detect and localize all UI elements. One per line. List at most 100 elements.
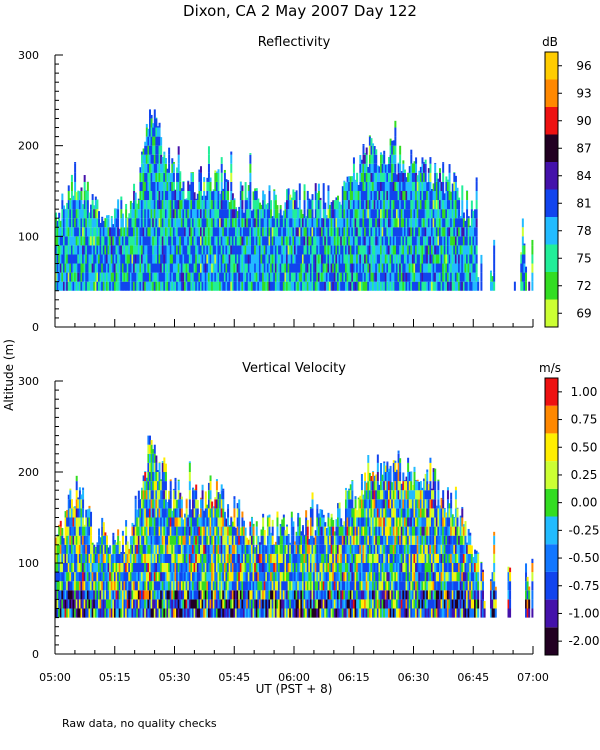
reflectivity-cell — [270, 272, 273, 282]
velocity-cell — [214, 599, 217, 609]
reflectivity-cell — [204, 263, 207, 273]
reflectivity-cell — [434, 254, 437, 264]
velocity-cell — [74, 535, 77, 545]
reflectivity-cell — [67, 254, 70, 264]
reflectivity-cell — [147, 245, 150, 255]
reflectivity-cell — [123, 245, 126, 255]
reflectivity-cell — [295, 236, 298, 246]
reflectivity-cell — [381, 154, 384, 164]
velocity-cell — [203, 590, 206, 600]
reflectivity-cell — [142, 236, 145, 246]
velocity-cell — [215, 499, 218, 509]
velocity-cell — [121, 530, 124, 536]
reflectivity-cell — [188, 254, 191, 264]
reflectivity-cell — [164, 263, 167, 273]
velocity-cell — [187, 526, 190, 536]
reflectivity-cell — [74, 181, 77, 191]
velocity-cell — [147, 435, 150, 445]
velocity-cell — [123, 581, 126, 591]
velocity-cell — [188, 572, 191, 582]
reflectivity-cell — [337, 245, 340, 255]
reflectivity-cell — [466, 245, 469, 255]
reflectivity-cell — [394, 191, 397, 201]
velocity-cell — [204, 553, 207, 563]
velocity-cell — [215, 479, 218, 482]
velocity-cell — [243, 544, 245, 554]
velocity-cell — [104, 532, 107, 536]
velocity-cell — [90, 535, 93, 545]
reflectivity-cell — [238, 209, 241, 219]
reflectivity-cell — [440, 209, 443, 219]
reflectivity-cell — [268, 245, 271, 255]
reflectivity-cell — [386, 272, 389, 282]
reflectivity-cell — [303, 281, 306, 291]
reflectivity-cell — [319, 236, 322, 246]
velocity-cell — [144, 590, 147, 600]
reflectivity-cell — [370, 254, 373, 264]
reflectivity-cell — [214, 200, 217, 210]
reflectivity-cell — [271, 227, 274, 237]
velocity-cell — [104, 553, 107, 563]
velocity-cell — [209, 481, 212, 491]
velocity-cell — [139, 599, 142, 609]
reflectivity-cell — [352, 218, 355, 228]
velocity-cell — [188, 544, 191, 554]
reflectivity-cell — [78, 245, 81, 255]
reflectivity-cell — [174, 191, 177, 201]
velocity-cell — [177, 544, 180, 554]
reflectivity-cell — [180, 272, 183, 282]
reflectivity-cell — [279, 263, 282, 273]
velocity-cell — [82, 487, 85, 491]
reflectivity-cell — [177, 281, 180, 291]
reflectivity-cell — [389, 236, 392, 246]
reflectivity-cell — [179, 281, 182, 291]
velocity-cell — [171, 510, 174, 518]
velocity-cell — [61, 581, 64, 591]
velocity-cell — [141, 608, 144, 618]
reflectivity-cell — [158, 209, 161, 219]
reflectivity-cell — [344, 254, 347, 264]
reflectivity-cell — [93, 227, 96, 237]
velocity-cell — [141, 535, 144, 545]
reflectivity-cell — [469, 227, 472, 237]
reflectivity-cell — [435, 181, 438, 191]
velocity-cell — [220, 517, 223, 527]
velocity-cell — [82, 490, 85, 500]
reflectivity-cell — [437, 281, 440, 291]
reflectivity-cell — [419, 181, 422, 191]
reflectivity-cell — [475, 218, 478, 228]
reflectivity-cell — [239, 245, 242, 255]
reflectivity-cell — [274, 236, 277, 246]
reflectivity-cell — [370, 181, 373, 191]
reflectivity-cell — [139, 167, 142, 173]
reflectivity-cell — [185, 227, 188, 237]
reflectivity-cell — [402, 245, 405, 255]
velocity-cell — [72, 581, 75, 591]
reflectivity-cell — [164, 245, 167, 255]
reflectivity-cell — [187, 218, 190, 228]
reflectivity-cell — [354, 245, 357, 255]
reflectivity-cell — [125, 272, 128, 282]
velocity-cell — [227, 563, 230, 573]
reflectivity-cell — [475, 209, 478, 219]
reflectivity-cell — [64, 263, 67, 273]
reflectivity-cell — [96, 199, 99, 201]
reflectivity-cell — [72, 263, 75, 273]
reflectivity-cell — [263, 200, 266, 210]
reflectivity-cell — [70, 227, 73, 237]
reflectivity-colorbar-label: 96 — [576, 59, 591, 73]
reflectivity-cell — [145, 200, 148, 210]
velocity-cell — [139, 535, 142, 545]
reflectivity-cell — [235, 281, 238, 291]
reflectivity-cell — [150, 136, 153, 146]
reflectivity-cell — [341, 272, 344, 282]
velocity-cell — [233, 517, 236, 527]
reflectivity-cell — [294, 281, 296, 291]
reflectivity-cell — [344, 263, 347, 273]
velocity-cell — [134, 599, 137, 609]
reflectivity-cell — [75, 281, 78, 291]
reflectivity-cell — [125, 254, 128, 264]
reflectivity-cell — [246, 263, 249, 273]
reflectivity-cell — [80, 281, 83, 291]
velocity-cell — [86, 517, 89, 527]
